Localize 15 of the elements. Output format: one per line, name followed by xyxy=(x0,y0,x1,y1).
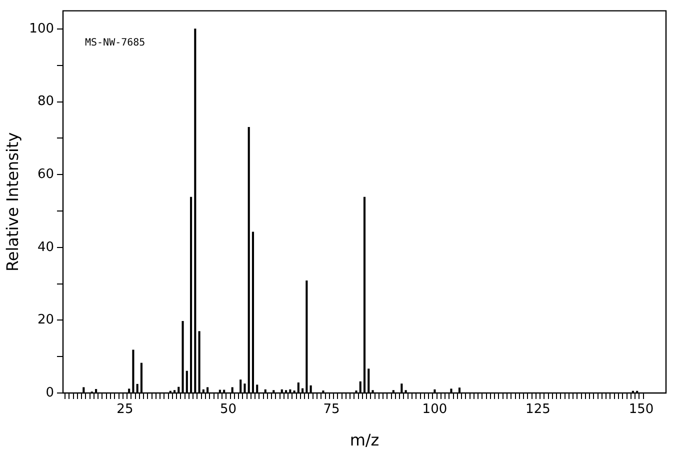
y-tick-label: 0 xyxy=(46,385,54,400)
x-tick-label: 125 xyxy=(526,402,550,418)
x-tick-label: 100 xyxy=(422,402,448,418)
y-tick-label: 40 xyxy=(37,240,54,255)
x-tick-label: 75 xyxy=(323,402,340,418)
x-tick-label: 150 xyxy=(628,402,654,418)
x-axis-title: m/z xyxy=(350,430,380,450)
x-tick-label: 25 xyxy=(116,402,134,418)
y-tick-label: 80 xyxy=(37,94,54,110)
y-axis-title: Relative Intensity xyxy=(2,132,22,272)
annotation: MS-NW-7685 xyxy=(85,37,146,48)
y-tick-label: 100 xyxy=(29,21,54,36)
x-tick-label: 50 xyxy=(220,402,236,418)
y-tick-label: 20 xyxy=(37,312,54,328)
y-tick-label: 60 xyxy=(37,166,54,182)
